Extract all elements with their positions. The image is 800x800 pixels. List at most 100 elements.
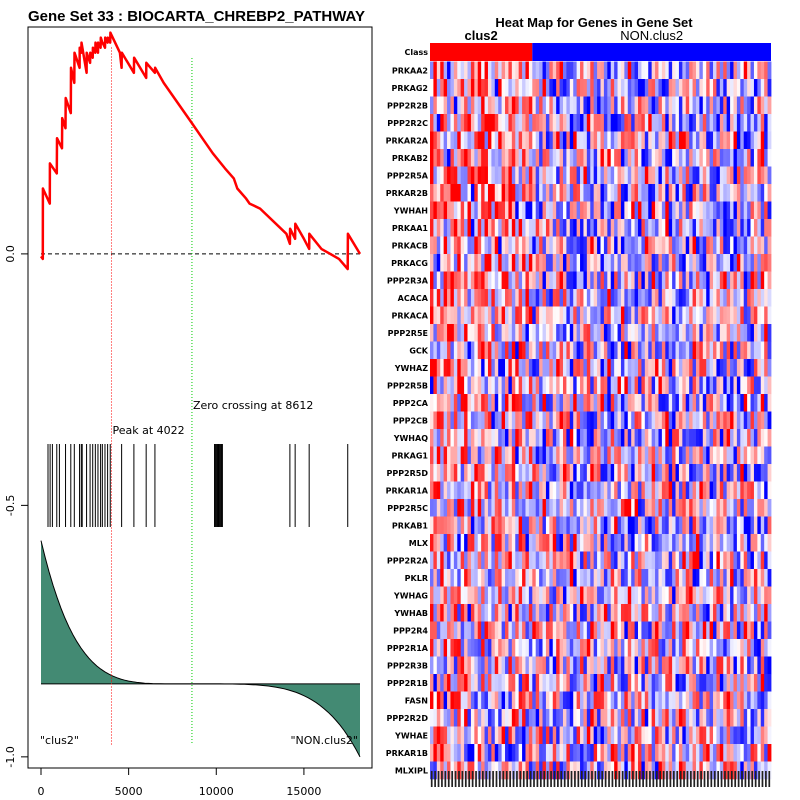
heatmap-cell — [522, 114, 526, 132]
heatmap-cell — [535, 201, 540, 220]
heatmap-cell — [767, 79, 772, 97]
heatmap-cell — [750, 604, 755, 622]
heatmap-cell — [658, 219, 663, 237]
heatmap-cell — [569, 306, 574, 325]
heatmap-cell — [467, 674, 472, 692]
heatmap-cell — [580, 674, 584, 692]
heatmap-cell — [617, 481, 622, 500]
heatmap-cell — [675, 114, 680, 132]
heatmap-cell — [627, 306, 632, 325]
heatmap-cell — [764, 79, 768, 97]
heatmap-cell — [549, 114, 554, 132]
heatmap-cell — [610, 674, 615, 692]
heatmap-cell — [518, 306, 523, 325]
heatmap-cell — [668, 551, 673, 570]
heatmap-cell — [447, 569, 451, 587]
heatmap-cell — [624, 499, 629, 517]
heatmap-cell — [641, 551, 646, 570]
sample-label — [693, 771, 696, 787]
heatmap-cell — [477, 464, 482, 482]
heatmap-cell — [743, 289, 748, 307]
heatmap-cell — [757, 79, 762, 97]
heatmap-cell — [672, 586, 676, 605]
heatmap-cell — [460, 674, 465, 692]
heatmap-cell — [535, 219, 540, 237]
heatmap-cell — [689, 289, 693, 307]
heatmap-cell — [556, 656, 560, 675]
heatmap-cell — [624, 516, 629, 535]
heatmap-cell — [719, 674, 724, 692]
heatmap-cell — [447, 61, 451, 80]
heatmap-cell — [443, 271, 448, 290]
heatmap-cell — [709, 534, 714, 552]
heatmap-cell — [675, 761, 680, 780]
heatmap-cell — [487, 656, 492, 675]
heatmap-cell — [617, 464, 622, 482]
heatmap-cell — [675, 586, 680, 605]
heatmap-cell — [658, 289, 663, 307]
heatmap-cell — [505, 481, 509, 500]
heatmap-cell — [593, 499, 598, 517]
heatmap-cell — [678, 516, 683, 535]
heatmap-cell — [590, 166, 595, 185]
heatmap-cell — [498, 534, 503, 552]
heatmap-cell — [447, 691, 451, 710]
heatmap-cell — [685, 411, 690, 430]
heatmap-cell — [481, 254, 485, 272]
heatmap-cell — [443, 166, 448, 185]
heatmap-cell — [764, 639, 768, 657]
heatmap-cell — [726, 306, 731, 325]
heatmap-cell — [515, 201, 520, 220]
heatmap-cell — [549, 166, 554, 185]
heatmap-cell — [651, 394, 656, 412]
heatmap-cell — [549, 674, 554, 692]
heatmap-cell — [457, 499, 462, 517]
heatmap-cell — [498, 481, 503, 500]
heatmap-cell — [672, 516, 676, 535]
heatmap-cell — [753, 446, 758, 465]
heatmap-cell — [573, 236, 578, 255]
heatmap-cell — [522, 621, 526, 640]
heatmap-cell — [535, 709, 540, 727]
heatmap-cell — [760, 201, 765, 220]
heatmap-cell — [447, 394, 451, 412]
heatmap-cell — [651, 201, 656, 220]
heatmap-cell — [600, 691, 605, 710]
heatmap-cell — [624, 761, 629, 780]
heatmap-cell — [702, 376, 707, 395]
heatmap-cell — [583, 726, 588, 745]
heatmap-cell — [638, 534, 642, 552]
heatmap-cell — [515, 61, 520, 80]
heatmap-cell — [730, 726, 734, 745]
heatmap-cell — [586, 621, 591, 640]
heatmap-cell — [757, 359, 762, 377]
heatmap-cell — [556, 306, 560, 325]
heatmap-cell — [477, 306, 482, 325]
heatmap-cell — [716, 464, 721, 482]
heatmap-cell — [505, 201, 509, 220]
heatmap-cell — [474, 394, 479, 412]
heatmap-cell — [501, 551, 506, 570]
heatmap-cell — [743, 586, 748, 605]
heatmap-cell — [699, 166, 704, 185]
heatmap-cell — [638, 184, 642, 202]
sample-label — [591, 771, 593, 787]
heatmap-cell — [753, 516, 758, 535]
heatmap-cell — [668, 674, 673, 692]
heatmap-cell — [532, 516, 537, 535]
heatmap-cell — [549, 586, 554, 605]
heatmap-cell — [668, 376, 673, 395]
heatmap-cell — [593, 376, 598, 395]
heatmap-cell — [757, 726, 762, 745]
heatmap-cell — [661, 586, 666, 605]
heatmap-cell — [522, 516, 526, 535]
heatmap-cell — [498, 254, 503, 272]
heatmap-cell — [757, 324, 762, 342]
heatmap-cell — [651, 551, 656, 570]
heatmap-cell — [508, 586, 513, 605]
heatmap-cell — [494, 79, 499, 97]
heatmap-cell — [757, 534, 762, 552]
heatmap-cell — [484, 289, 489, 307]
heatmap-cell — [556, 184, 560, 202]
heatmap-cell — [460, 516, 465, 535]
